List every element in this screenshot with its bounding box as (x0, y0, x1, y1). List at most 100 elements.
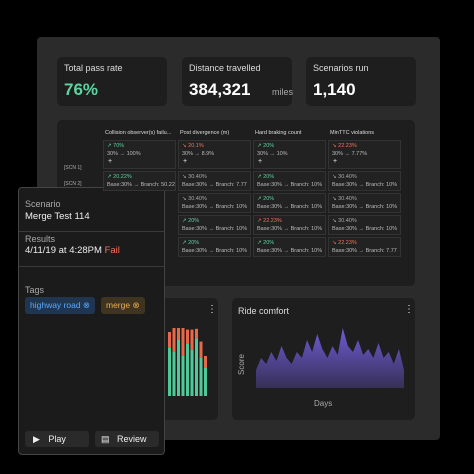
trend: ↗ 20% (257, 240, 275, 246)
add: + (108, 158, 113, 165)
tag[interactable]: merge ⊗ (101, 297, 145, 314)
status: Fail (104, 245, 120, 256)
cell: ↘ 30.40% Base:30% → Branch: 10% (328, 193, 401, 213)
bar (199, 357, 203, 396)
trend: ↘ 30.40% (182, 196, 207, 202)
cell: ↗ 20% Base:30% → Branch: 10% (253, 193, 326, 213)
cell: ↘ 30.40% Base:30% → Branch: 7.77 (178, 171, 251, 191)
cell: ↘ 22.23% 30% → 7.77% + (328, 140, 401, 169)
trend: ↗ 20% (182, 240, 200, 246)
cell: ↗ 20% Base:30% → Branch: 10% (253, 171, 326, 191)
trend: ↗ 20% (257, 196, 275, 202)
divider (19, 231, 164, 232)
chart-title: Ride comfort (238, 306, 290, 316)
cell: ↘ 30.40% Base:30% → Branch: 10% (178, 193, 251, 213)
detail: Base:30% → Branch: 10% (182, 248, 248, 254)
bar (190, 349, 194, 396)
bar (186, 329, 189, 344)
bar (190, 329, 194, 350)
detail: 30% → 7.77% (332, 151, 368, 157)
detail: 30% → 100% (107, 151, 141, 157)
metric-value: 1,140 (313, 80, 356, 99)
metric-card: Scenarios run 1,140 (306, 57, 416, 106)
add: + (183, 158, 188, 165)
detail: Base:30% → Branch: 10% (257, 226, 323, 232)
date-text: 4/11/19 at 4:28PM (25, 245, 102, 256)
detail: Base:30% → Branch: 10% (257, 182, 323, 188)
button[interactable]: ▤ Review (95, 431, 159, 447)
detail: Base:30% → Branch: 7.77 (332, 248, 397, 254)
cell: ↗ 20% Base:30% → Branch: 10% (178, 215, 251, 235)
tag-text: highway road (30, 300, 81, 310)
bar (195, 328, 198, 339)
bar (181, 356, 185, 396)
bar (181, 328, 185, 356)
bar (168, 332, 171, 348)
column-header: Post divergence (m) (180, 130, 230, 136)
row-label: [SCN 2] (64, 181, 82, 187)
cell: ↗ 20% Base:30% → Branch: 10% (253, 237, 326, 257)
bar (199, 341, 203, 358)
bar (195, 338, 198, 396)
trend: ↘ 22.23% (332, 240, 357, 246)
add: + (333, 158, 338, 165)
cell: ↘ 22.23% Base:30% → Branch: 7.77 (328, 237, 401, 257)
row-label: [SCN 1] (64, 164, 82, 171)
trend: ↗ 20% (257, 143, 275, 149)
menu[interactable]: ⋮ (404, 304, 414, 315)
trend: ↘ 30.40% (332, 218, 357, 224)
metric-label: Distance travelled (189, 63, 261, 73)
x-label: Days (314, 399, 333, 408)
cell: ↗ 22.23% Base:30% → Branch: 10% (253, 215, 326, 235)
cell: ↗ 20% Base:30% → Branch: 10% (178, 237, 251, 257)
button-text: Play (48, 434, 66, 444)
trend: ↘ 20.1% (182, 143, 204, 149)
bar (172, 328, 176, 352)
bar (177, 340, 180, 396)
cell: ↗ 20% 30% → 10% + (253, 140, 326, 169)
button-text: Review (117, 434, 147, 444)
trend: ↗ 20.22% (107, 174, 132, 180)
trend: ↗ 70% (107, 143, 125, 149)
metric-value: 76% (64, 80, 99, 99)
bar (204, 356, 207, 368)
column-header: MinTTC violations (330, 130, 375, 136)
detail: Base:30% → Branch: 10% (332, 226, 398, 232)
scenario-panel: Scenario Merge Test 114 Results 4/11/19 … (18, 187, 165, 455)
label: Scenario (25, 199, 61, 209)
detail: Base:30% → Branch: 10% (257, 204, 323, 210)
metric-card: Total pass rate 76% (57, 57, 167, 106)
bar (177, 328, 180, 340)
area (256, 328, 404, 388)
detail: 30% → 8.9% (182, 151, 215, 157)
metric-label: Total pass rate (64, 63, 123, 73)
date: 4/11/19 at 4:28PM Fail (25, 245, 120, 256)
trend: ↗ 20% (182, 218, 200, 224)
cell: ↘ 30.40% Base:30% → Branch: 10% (328, 171, 401, 191)
column-header: Collision observer(s) failu... (105, 130, 172, 136)
add: + (258, 158, 263, 165)
trend: ↘ 30.40% (182, 174, 207, 180)
trend: ↘ 30.40% (332, 174, 357, 180)
metric-card: Distance travelled 384,321 miles (182, 57, 293, 106)
trend: ↘ 30.40% (332, 196, 357, 202)
cell: ↗ 70% 30% → 100% + (103, 140, 176, 169)
tag[interactable]: highway road ⊗ (25, 297, 96, 314)
label: Results (25, 234, 56, 244)
label: Tags (25, 285, 45, 295)
menu[interactable]: ⋮ (207, 304, 217, 315)
trend: ↗ 22.23% (257, 218, 282, 224)
cell: ↘ 30.40% Base:30% → Branch: 10% (328, 215, 401, 235)
detail: Base:30% → Branch: 10% (332, 182, 398, 188)
detail: Base:30% → Branch: 7.77 (182, 182, 247, 188)
bar (186, 344, 189, 396)
button[interactable]: ▶ Play (25, 431, 89, 447)
detail: Base:30% → Branch: 10% (332, 204, 398, 210)
detail: Base:30% → Branch: 10% (257, 248, 323, 254)
cell: ↘ 20.1% 30% → 8.9% + (178, 140, 251, 169)
metric-label: Scenarios run (313, 63, 369, 73)
bar (204, 368, 207, 396)
detail: Base:30% → Branch: 10% (182, 204, 248, 210)
